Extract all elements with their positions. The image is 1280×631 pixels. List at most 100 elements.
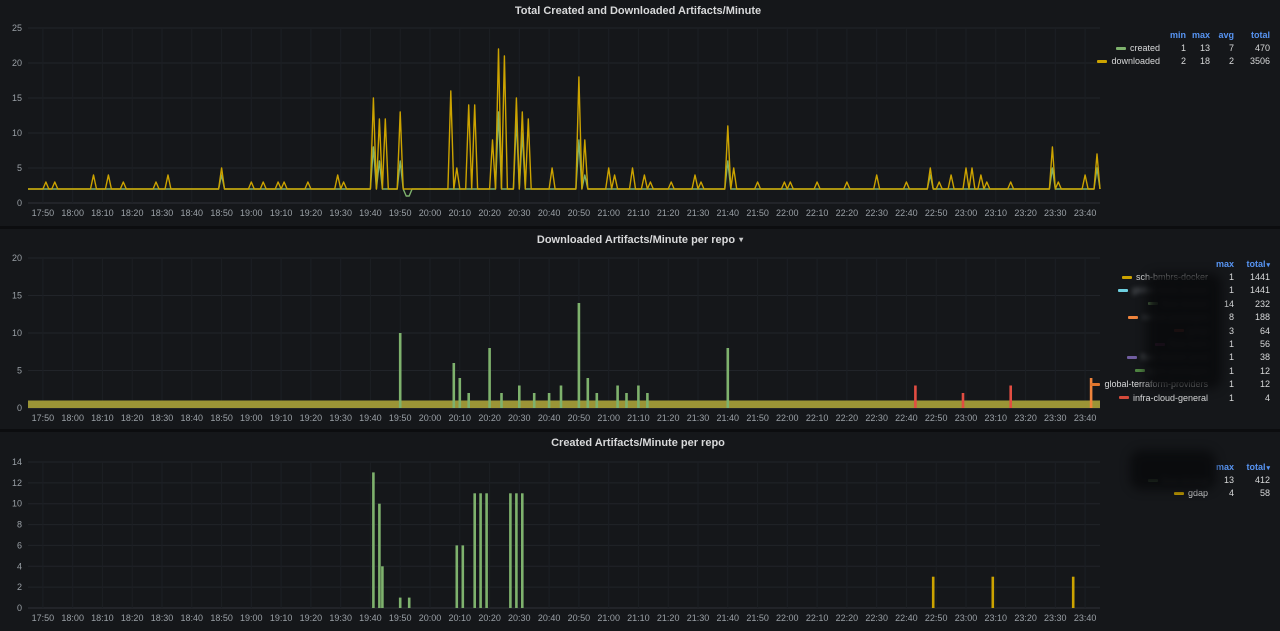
svg-text:18:50: 18:50 <box>210 613 233 623</box>
legend-label: created <box>1129 43 1160 54</box>
series-flow-docker <box>398 303 730 408</box>
legend-item-downloaded[interactable]: downloaded 2 18 2 3506 <box>1097 55 1270 68</box>
svg-text:10: 10 <box>12 499 22 509</box>
legend-value: 2 <box>1180 56 1186 67</box>
svg-text:6: 6 <box>17 540 22 550</box>
svg-text:22:50: 22:50 <box>925 413 948 423</box>
legend-value: 4 <box>1228 488 1234 499</box>
series-color-swatch-icon <box>1115 46 1126 50</box>
svg-text:22:30: 22:30 <box>865 413 888 423</box>
svg-text:21:20: 21:20 <box>657 413 680 423</box>
svg-text:20:20: 20:20 <box>478 208 501 218</box>
svg-text:20:50: 20:50 <box>568 208 591 218</box>
legend-column-total[interactable]: total▾ <box>1246 258 1270 269</box>
legend-value: 4 <box>1264 392 1270 403</box>
legend-value: 12 <box>1259 365 1270 376</box>
legend-column-min[interactable]: min <box>1169 29 1186 40</box>
legend-value: 1441 <box>1249 272 1270 283</box>
panel-title[interactable]: Downloaded Artifacts/Minute per repo ▾ <box>0 234 1280 246</box>
panel-title[interactable]: Created Artifacts/Minute per repo <box>0 437 1280 449</box>
svg-text:20:30: 20:30 <box>508 613 531 623</box>
legend-value: 13 <box>1199 43 1210 54</box>
x-axis-labels: 17:50 18:00 18:10 18:20 18:30 18:40 18:50 19:00… <box>32 613 1097 623</box>
svg-text:22:40: 22:40 <box>895 208 918 218</box>
svg-text:23:10: 23:10 <box>985 413 1008 423</box>
svg-text:20:50: 20:50 <box>568 413 591 423</box>
svg-text:19:50: 19:50 <box>389 613 412 623</box>
legend-value: 1 <box>1228 285 1234 296</box>
series-color-swatch-icon <box>1121 275 1132 279</box>
svg-text:21:20: 21:20 <box>657 613 680 623</box>
chart-plot[interactable]: 0 2 4 6 8 10 12 14 17:50 18:00 18:10 18:20 18:30 18:4… <box>0 432 1280 631</box>
legend-column-max[interactable]: max <box>1191 29 1210 40</box>
legend-value: 1 <box>1228 339 1234 350</box>
svg-text:22:50: 22:50 <box>925 613 948 623</box>
svg-text:20:10: 20:10 <box>449 208 472 218</box>
svg-text:18:40: 18:40 <box>181 208 204 218</box>
svg-text:22:30: 22:30 <box>865 208 888 218</box>
panel-created-per-repo: Created Artifacts/Minute per repo 0 2 4 6 8 1… <box>0 432 1280 631</box>
legend-header: min max avg total <box>1097 28 1270 41</box>
svg-text:19:40: 19:40 <box>359 613 382 623</box>
svg-text:18:40: 18:40 <box>181 613 204 623</box>
chart-canvas[interactable]: 0 5 10 15 20 17:50 18:00 18:10 18:20 18:30 18:40 18… <box>0 229 1280 429</box>
svg-text:18:20: 18:20 <box>121 413 144 423</box>
redaction-blob <box>1130 450 1216 490</box>
legend-item-created[interactable]: created 1 13 7 470 <box>1097 41 1270 54</box>
svg-text:23:10: 23:10 <box>985 613 1008 623</box>
svg-text:20: 20 <box>12 58 22 68</box>
svg-text:21:30: 21:30 <box>687 413 710 423</box>
series-gdap <box>931 576 1075 608</box>
legend-value: 1 <box>1180 43 1186 54</box>
series-color-swatch-icon <box>1128 315 1139 319</box>
svg-text:23:20: 23:20 <box>1014 413 1037 423</box>
svg-text:18:50: 18:50 <box>210 413 233 423</box>
legend-value: 1 <box>1228 272 1234 283</box>
legend-header: max total▾ <box>1090 257 1270 270</box>
panel-title[interactable]: Total Created and Downloaded Artifacts/M… <box>0 5 1280 17</box>
legend: min max avg total created 1 13 7 470 downloaded 2 1… <box>1097 28 1270 68</box>
svg-text:23:40: 23:40 <box>1074 613 1097 623</box>
svg-text:22:20: 22:20 <box>836 613 859 623</box>
chart-canvas[interactable]: 0 2 4 6 8 10 12 14 17:50 18:00 18:10 18:20 18:30 18:4… <box>0 432 1280 631</box>
legend-column-total[interactable]: total <box>1251 29 1270 40</box>
svg-text:18:30: 18:30 <box>151 613 174 623</box>
svg-text:17:50: 17:50 <box>32 413 55 423</box>
svg-text:20:00: 20:00 <box>419 613 442 623</box>
panel-menu-caret[interactable]: ▾ <box>739 235 744 244</box>
legend-column-max[interactable]: max <box>1215 461 1234 472</box>
legend-item-gdap[interactable]: gdap 4 58 <box>1148 487 1270 500</box>
svg-text:21:30: 21:30 <box>687 208 710 218</box>
y-axis-labels: 0 2 4 6 8 10 12 14 <box>12 457 22 613</box>
y-axis-labels: 0 5 10 15 20 25 <box>12 23 22 208</box>
svg-text:23:30: 23:30 <box>1044 208 1067 218</box>
svg-text:19:40: 19:40 <box>359 413 382 423</box>
svg-text:19:20: 19:20 <box>300 613 323 623</box>
legend-value: 188 <box>1254 312 1270 323</box>
svg-text:18:20: 18:20 <box>121 613 144 623</box>
svg-text:10: 10 <box>12 328 22 338</box>
series-sch-bmbrs-docker <box>28 400 1100 408</box>
legend-column-total[interactable]: total▾ <box>1246 461 1270 472</box>
svg-text:21:40: 21:40 <box>717 613 740 623</box>
legend-label: gdap <box>1187 488 1208 499</box>
chart-canvas[interactable]: 0 5 10 15 20 25 17:50 18:00 18:10 18:20 18:30 18:40… <box>0 0 1280 226</box>
svg-text:23:00: 23:00 <box>955 413 978 423</box>
chart-plot[interactable]: 0 5 10 15 20 25 17:50 18:00 18:10 18:20 18:30 18:40… <box>0 0 1280 226</box>
svg-text:18:30: 18:30 <box>151 413 174 423</box>
svg-text:23:30: 23:30 <box>1044 413 1067 423</box>
panel-title-text: Total Created and Downloaded Artifacts/M… <box>514 5 762 17</box>
series-color-swatch-icon <box>1173 491 1184 495</box>
legend-column-avg[interactable]: avg <box>1218 29 1234 40</box>
legend-column-max[interactable]: max <box>1215 258 1234 269</box>
svg-text:20:40: 20:40 <box>538 413 561 423</box>
legend-value: 1441 <box>1249 285 1270 296</box>
series-color-swatch-icon <box>1097 59 1108 63</box>
svg-text:19:10: 19:10 <box>270 613 293 623</box>
legend-item-infra-cloud-general[interactable]: infra-cloud-general 1 4 <box>1090 391 1270 404</box>
series-flow-docker <box>372 472 524 608</box>
svg-text:20:20: 20:20 <box>478 413 501 423</box>
svg-text:19:20: 19:20 <box>300 413 323 423</box>
